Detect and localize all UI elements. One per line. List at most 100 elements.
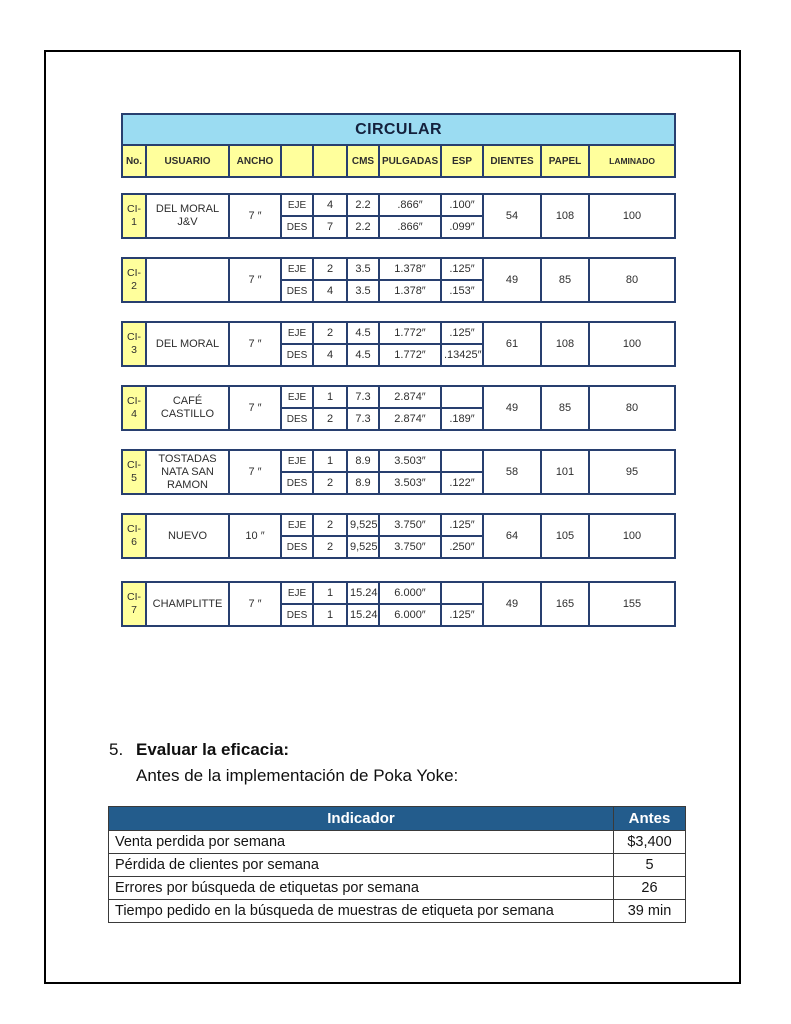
section-title: Evaluar la eficacia: bbox=[136, 740, 290, 759]
row-sub-value: .125″ bbox=[440, 513, 484, 537]
row-sub-label: DES bbox=[280, 407, 314, 431]
row-sub-value bbox=[440, 449, 484, 473]
column-header-pulgadas: PULGADAS bbox=[378, 144, 442, 178]
row-dientes: 61 bbox=[482, 321, 542, 367]
row-sub-value: 3.503″ bbox=[378, 449, 442, 473]
row-sub-value: 3.750″ bbox=[378, 513, 442, 537]
row-sub-value: 7.3 bbox=[346, 407, 380, 431]
row-sub-value: 3.503″ bbox=[378, 471, 442, 495]
column-header-blank-3 bbox=[280, 144, 314, 178]
row-sub-value: 6.000″ bbox=[378, 581, 442, 605]
row-sub-value: .099″ bbox=[440, 215, 484, 239]
column-header-cms: CMS bbox=[346, 144, 380, 178]
row-sub-label: EJE bbox=[280, 581, 314, 605]
row-papel: 108 bbox=[540, 321, 590, 367]
row-no: CI-7 bbox=[121, 581, 147, 627]
circular-row-block-CI-1: CI-1 DEL MORAL J&V 7 ″ EJE 4 2.2.866″ .100″… bbox=[121, 193, 676, 239]
row-sub-value: .250″ bbox=[440, 535, 484, 559]
row-sub-value: 8.9 bbox=[346, 471, 380, 495]
row-papel: 108 bbox=[540, 193, 590, 239]
circular-column-header-row: No. USUARIO ANCHO CMS PULGADAS ESP DIENTES PAPE… bbox=[121, 144, 677, 178]
row-sub-value bbox=[440, 385, 484, 409]
indicator-label: Tiempo pedido en la búsqueda de muestras… bbox=[108, 899, 614, 923]
row-sub-value: 7 bbox=[312, 215, 348, 239]
indicator-value: 39 min bbox=[613, 899, 686, 923]
row-sub-value: 2 bbox=[312, 535, 348, 559]
table-row: DES 2 9,525 3.750″ .250″ bbox=[122, 535, 675, 559]
row-sub-value: 4 bbox=[312, 279, 348, 303]
circular-table: CIRCULAR No. USUARIO ANCHO CMS PULGADAS ESP DI… bbox=[120, 113, 677, 627]
circular-row-block-CI-3: CI-3 DEL MORAL 7 ″ EJE 2 4.5 1.772″ .125″ 61… bbox=[121, 321, 676, 367]
row-sub-value: 1.378″ bbox=[378, 257, 442, 281]
indicator-row: Pérdida de clientes por semana 5 bbox=[108, 853, 686, 877]
row-ancho: 7 ″ bbox=[228, 449, 282, 495]
row-sub-label: DES bbox=[280, 215, 314, 239]
row-usuario bbox=[145, 257, 230, 303]
row-sub-value: 1 bbox=[312, 581, 348, 605]
row-dientes: 64 bbox=[482, 513, 542, 559]
section-subtitle: Antes de la implementación de Poka Yoke: bbox=[136, 766, 459, 785]
row-laminado: 100 bbox=[588, 321, 676, 367]
document-page-border bbox=[44, 50, 741, 984]
row-sub-value: 4.5 bbox=[346, 321, 380, 345]
table-row: DES 7 2.2.866″ .099″ bbox=[122, 215, 675, 239]
indicator-header-row: Indicador Antes bbox=[108, 806, 686, 831]
row-sub-label: EJE bbox=[280, 449, 314, 473]
column-header-usuario: USUARIO bbox=[145, 144, 230, 178]
indicator-header-indicador: Indicador bbox=[108, 806, 614, 831]
section-heading-line: 5. Evaluar la eficacia: bbox=[109, 737, 458, 763]
indicator-label: Venta perdida por semana bbox=[108, 830, 614, 854]
indicator-value: $3,400 bbox=[613, 830, 686, 854]
row-sub-label: EJE bbox=[280, 193, 314, 217]
row-sub-label: DES bbox=[280, 343, 314, 367]
indicator-row: Errores por búsqueda de etiquetas por se… bbox=[108, 876, 686, 900]
row-sub-value: 2 bbox=[312, 513, 348, 537]
row-sub-label: DES bbox=[280, 535, 314, 559]
row-sub-value: 2.2 bbox=[346, 215, 380, 239]
table-row: CI-6 NUEVO 10 ″ EJE 2 9,525 3.750″ .125″ 64 … bbox=[121, 513, 676, 559]
row-ancho: 7 ″ bbox=[228, 193, 282, 239]
row-ancho: 7 ″ bbox=[228, 385, 282, 431]
row-usuario: DEL MORAL bbox=[145, 321, 230, 367]
table-row: DES 2 7.3 2.874″ .189″ bbox=[122, 407, 675, 431]
row-sub-value: .153″ bbox=[440, 279, 484, 303]
circular-row-block-CI-2: CI-2 7 ″ EJE 2 3.5 1.378″ .125″ 49 85 80 DES… bbox=[121, 257, 676, 303]
row-papel: 165 bbox=[540, 581, 590, 627]
table-row: DES 2 8.9 3.503″ .122″ bbox=[122, 471, 675, 495]
row-usuario: NUEVO bbox=[145, 513, 230, 559]
row-sub-label: EJE bbox=[280, 513, 314, 537]
circular-row-block-CI-5: CI-5 TOSTADAS NATA SAN RAMON 7 ″ EJE 1 8.9… bbox=[121, 449, 676, 495]
table-row: CI-5 TOSTADAS NATA SAN RAMON 7 ″ EJE 1 8.9… bbox=[121, 449, 676, 495]
row-sub-value: 7.3 bbox=[346, 385, 380, 409]
row-sub-value: 6.000″ bbox=[378, 603, 442, 627]
row-no: CI-6 bbox=[121, 513, 147, 559]
table-row: DES 4 3.5 1.378″ .153″ bbox=[122, 279, 675, 303]
circular-row-block-CI-4: CI-4 CAFÉ CASTILLO 7 ″ EJE 1 7.3 2.874″ 49 … bbox=[121, 385, 676, 431]
row-ancho: 7 ″ bbox=[228, 321, 282, 367]
circular-row-block-CI-7: CI-7 CHAMPLITTE 7 ″ EJE 1 15.24 6.000″ 49 1… bbox=[121, 581, 676, 627]
row-sub-value: 1 bbox=[312, 603, 348, 627]
column-header-papel: PAPEL bbox=[540, 144, 590, 178]
table-row: CI-7 CHAMPLITTE 7 ″ EJE 1 15.24 6.000″ 49 1… bbox=[121, 581, 676, 627]
section-evaluar: 5. Evaluar la eficacia: Antes de la imple… bbox=[109, 737, 458, 789]
indicator-table: Indicador Antes Venta perdida por semana… bbox=[108, 806, 686, 923]
indicator-label: Errores por búsqueda de etiquetas por se… bbox=[108, 876, 614, 900]
row-laminado: 80 bbox=[588, 385, 676, 431]
row-sub-value: 2.2 bbox=[346, 193, 380, 217]
row-sub-value: 2 bbox=[312, 407, 348, 431]
row-sub-value: 4 bbox=[312, 343, 348, 367]
row-sub-value: 1 bbox=[312, 385, 348, 409]
row-sub-value: .189″ bbox=[440, 407, 484, 431]
row-sub-value: 15.24 bbox=[346, 581, 380, 605]
row-ancho: 7 ″ bbox=[228, 257, 282, 303]
table-row: DES 4 4.5 1.772″ .13425″ bbox=[122, 343, 675, 367]
row-no: CI-1 bbox=[121, 193, 147, 239]
row-sub-value: .866″ bbox=[378, 215, 442, 239]
row-sub-value: 1 bbox=[312, 449, 348, 473]
row-sub-value: .13425″ bbox=[440, 343, 484, 367]
row-sub-value: 1.772″ bbox=[378, 321, 442, 345]
row-laminado: 155 bbox=[588, 581, 676, 627]
row-sub-label: EJE bbox=[280, 321, 314, 345]
row-sub-value: 1.772″ bbox=[378, 343, 442, 367]
row-sub-value: .125″ bbox=[440, 257, 484, 281]
